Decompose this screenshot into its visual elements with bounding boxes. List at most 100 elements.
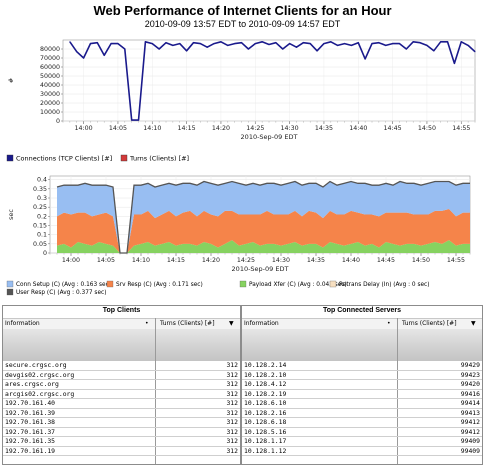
data-point <box>234 43 236 45</box>
table-row[interactable]: 10.128.1.17 99409 <box>242 437 482 447</box>
row-information: 10.128.2.16 <box>244 408 287 417</box>
col-turns[interactable]: Turns (Clients) [#] <box>402 320 457 327</box>
x-tick-label: 14:10 <box>143 125 161 132</box>
data-point <box>131 119 133 121</box>
data-point <box>440 41 442 43</box>
y-tick-label: 0.1 <box>37 232 47 239</box>
row-information: 192.70.161.38 <box>5 418 56 426</box>
data-point <box>323 43 325 45</box>
y-tick-label: 70000 <box>40 55 60 62</box>
data-point <box>124 48 126 50</box>
data-point <box>405 48 407 50</box>
data-point <box>103 54 105 56</box>
col-information[interactable]: Information <box>5 320 40 327</box>
table-row[interactable]: arcgis02.crgsc.org 312 <box>3 389 240 399</box>
row-information: ares.crgsc.org <box>5 380 59 388</box>
legend-swatch <box>106 280 114 288</box>
x-tick-label: 14:20 <box>212 125 230 132</box>
response-time-area-chart: 14:00 14:05 14:10 14:15 14:20 14:25 14:30 14:35… <box>6 175 471 296</box>
y-tick-label: 30000 <box>40 91 60 98</box>
x-tick-label: 14:15 <box>167 257 185 264</box>
x-tick-label: 14:35 <box>307 257 325 264</box>
data-point <box>179 43 181 45</box>
table-row[interactable]: 10.128.4.12 99420 <box>242 380 482 390</box>
row-information: secure.crgsc.org <box>5 361 67 369</box>
x-tick-label: 14:55 <box>452 125 470 132</box>
y-tick-label: 0.35 <box>33 186 47 193</box>
table-row[interactable]: 192.70.161.39 312 <box>3 409 240 418</box>
sort-handle-icon[interactable]: • <box>145 320 149 327</box>
data-point <box>378 42 380 44</box>
data-point <box>337 44 339 46</box>
data-point <box>371 43 373 45</box>
x-tick-label: 14:40 <box>349 125 367 132</box>
sort-desc-icon[interactable]: ▼ <box>471 320 476 327</box>
table-row[interactable]: 192.70.161.19 312 <box>3 447 240 456</box>
sort-handle-icon[interactable]: • <box>387 320 391 327</box>
table-row[interactable]: 192.70.161.37 312 <box>3 428 240 437</box>
row-turns: 312 <box>226 370 238 379</box>
x-tick-label: 14:40 <box>342 257 360 264</box>
area-srv-resp <box>57 209 470 253</box>
data-point <box>467 44 469 46</box>
data-point <box>419 42 421 44</box>
legend-label: Connections (TCP Clients) [#] <box>16 155 112 163</box>
data-point <box>199 43 201 45</box>
data-point <box>186 50 188 52</box>
legend-swatch <box>6 288 14 296</box>
page-title: Web Performance of Internet Clients for … <box>93 3 392 18</box>
y-tick-label: 0.4 <box>37 177 47 184</box>
row-turns: 312 <box>226 418 238 426</box>
data-point <box>213 43 215 45</box>
col-information[interactable]: Information <box>244 320 279 327</box>
table-row[interactable]: 10.128.5.16 99412 <box>242 428 482 437</box>
table-row[interactable]: 10.128.6.10 99414 <box>242 399 482 409</box>
row-turns: 99429 <box>460 361 480 369</box>
table-row[interactable]: 10.128.2.14 99429 <box>242 361 482 371</box>
row-information: 10.128.1.17 <box>244 437 287 445</box>
table-row[interactable]: devgis02.crgsc.org 312 <box>3 370 240 380</box>
legend-label: Payload Xfer (C) (Avg : 0.043 sec) <box>249 282 347 288</box>
row-turns: 312 <box>226 389 238 398</box>
y-tick-label: 40000 <box>40 82 60 89</box>
table-row[interactable]: 192.70.161.40 312 <box>3 399 240 409</box>
table-row[interactable]: ares.crgsc.org 312 <box>3 380 240 390</box>
table-row[interactable]: 10.128.2.19 99416 <box>242 390 482 399</box>
table-row[interactable]: 192.70.161.35 312 <box>3 437 240 447</box>
table-row[interactable]: secure.crgsc.org 312 <box>3 361 240 371</box>
col-turns[interactable]: Turns (Clients) [#] <box>160 320 215 327</box>
row-information: 10.128.2.10 <box>244 370 287 379</box>
x-axis-label: 2010-Sep-09 EDT <box>241 133 298 141</box>
area-conn-setup <box>57 181 470 253</box>
data-point <box>447 41 449 43</box>
table-row[interactable]: 192.70.161.38 312 <box>3 418 240 428</box>
x-tick-label: 14:55 <box>447 257 465 264</box>
data-point <box>316 50 318 52</box>
data-point <box>110 43 112 45</box>
table-row[interactable]: 10.128.6.18 99412 <box>242 418 482 428</box>
x-tick-label: 14:45 <box>384 125 402 132</box>
page-subtitle: 2010-09-09 13:57 EDT to 2010-09-09 14:57… <box>144 19 341 29</box>
legend-swatch <box>120 154 128 162</box>
sort-desc-icon[interactable]: ▼ <box>229 320 234 327</box>
table-row[interactable]: 10.128.2.10 99423 <box>242 370 482 380</box>
data-point <box>158 48 160 50</box>
x-tick-label: 14:25 <box>237 257 255 264</box>
row-information: devgis02.crgsc.org <box>5 370 75 379</box>
column-divider <box>397 318 398 464</box>
series-line-user-resp <box>56 180 470 254</box>
row-information: 10.128.2.14 <box>244 361 287 369</box>
data-point <box>309 43 311 45</box>
legend-label: Srv Resp (C) (Avg : 0.171 sec) <box>116 282 203 288</box>
data-point <box>385 44 387 46</box>
table-row[interactable]: 10.128.1.12 99409 <box>242 447 482 456</box>
table-row[interactable]: 10.128.2.16 99413 <box>242 408 482 418</box>
y-tick-label: 0.25 <box>33 204 47 211</box>
row-turns: 312 <box>226 399 238 407</box>
data-point <box>364 58 366 60</box>
data-point <box>144 41 146 43</box>
top-clients-title: Top Clients <box>102 307 141 314</box>
data-point <box>172 44 174 46</box>
x-tick-label: 14:20 <box>202 257 220 264</box>
data-point <box>268 44 270 45</box>
